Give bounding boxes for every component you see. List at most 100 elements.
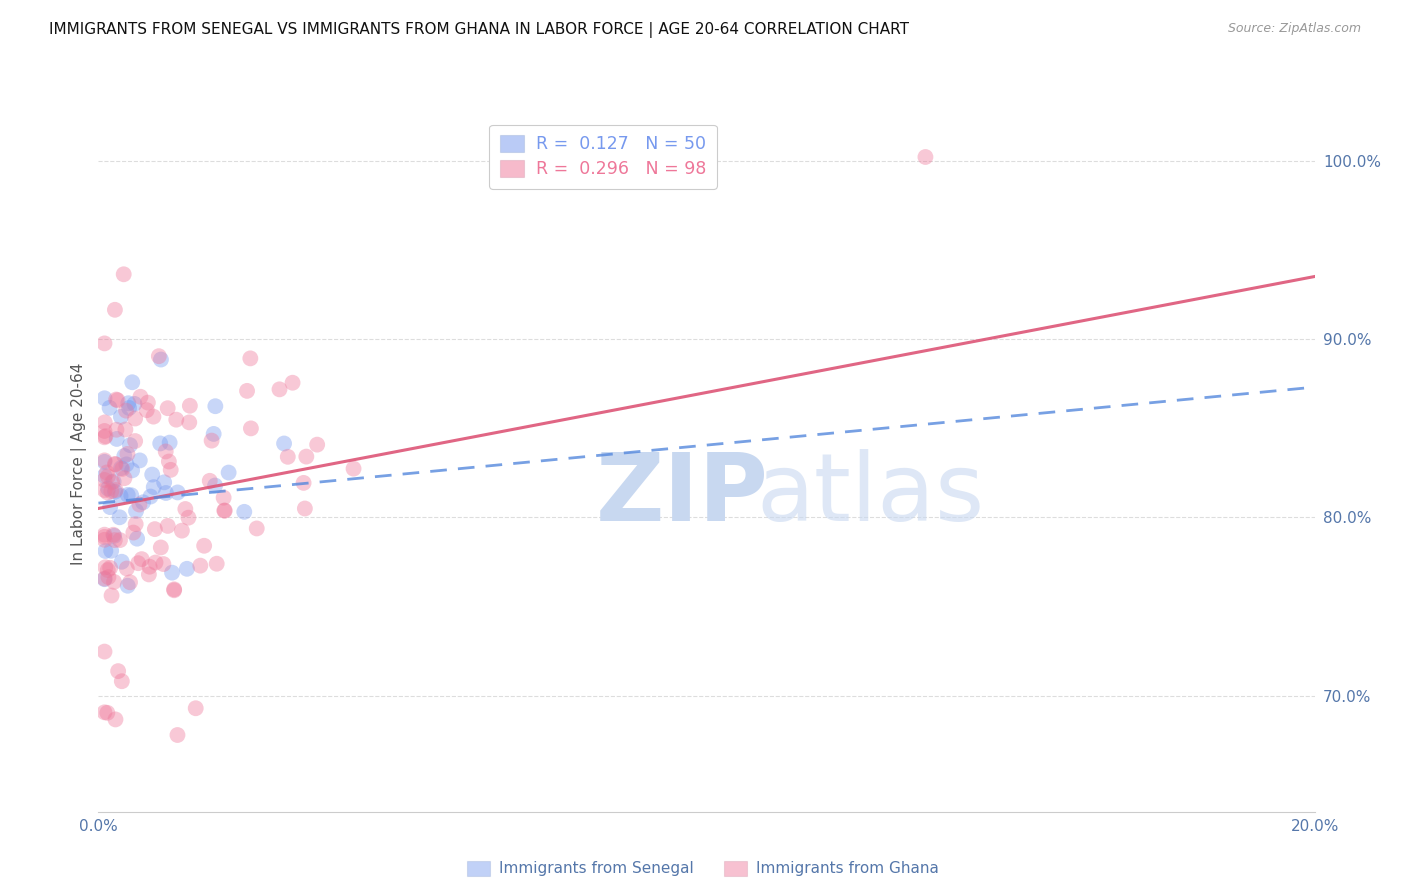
Point — [142, 409, 165, 424]
Point — [188, 558, 211, 573]
Point — [103, 475, 125, 489]
Point — [93, 424, 115, 438]
Point — [97, 469, 120, 483]
Point — [94, 560, 117, 574]
Point — [118, 575, 141, 590]
Point — [163, 582, 186, 597]
Point — [135, 403, 157, 417]
Point — [104, 484, 127, 499]
Point — [111, 555, 134, 569]
Point — [281, 376, 304, 390]
Point — [138, 567, 160, 582]
Point — [202, 426, 225, 441]
Point — [93, 392, 115, 406]
Point — [104, 458, 127, 472]
Point — [93, 469, 115, 483]
Point — [233, 505, 256, 519]
Point — [165, 412, 187, 426]
Point — [128, 453, 150, 467]
Point — [93, 336, 115, 351]
Point — [101, 475, 124, 490]
Point — [110, 489, 132, 503]
Point — [117, 396, 139, 410]
Point — [100, 543, 122, 558]
Point — [131, 552, 153, 566]
Point — [93, 453, 115, 467]
Point — [104, 457, 127, 471]
Point — [93, 455, 115, 469]
Point — [246, 521, 269, 535]
Y-axis label: In Labor Force | Age 20-64: In Labor Force | Age 20-64 — [72, 363, 87, 565]
Point — [104, 713, 127, 727]
Point — [307, 437, 329, 451]
Point — [124, 434, 146, 448]
Point — [118, 401, 141, 415]
Point — [124, 517, 146, 532]
Point — [294, 501, 316, 516]
Point — [98, 401, 121, 415]
Point — [112, 449, 135, 463]
Point — [94, 429, 117, 443]
Point — [127, 556, 149, 570]
Point — [125, 504, 148, 518]
Point — [108, 510, 131, 524]
Point — [204, 399, 226, 413]
Point — [269, 382, 291, 396]
Point — [184, 701, 207, 715]
Point — [295, 450, 318, 464]
Point — [205, 557, 228, 571]
Point — [138, 559, 160, 574]
Point — [103, 528, 125, 542]
Point — [110, 409, 132, 424]
Point — [218, 466, 240, 480]
Point — [128, 498, 150, 512]
Point — [179, 399, 201, 413]
Point — [115, 458, 138, 472]
Point — [93, 527, 115, 541]
Text: atlas: atlas — [756, 450, 984, 541]
Point — [120, 488, 142, 502]
Point — [108, 533, 131, 547]
Point — [198, 474, 221, 488]
Point — [124, 411, 146, 425]
Point — [124, 397, 146, 411]
Point — [98, 500, 121, 515]
Point — [166, 485, 188, 500]
Point — [112, 267, 135, 281]
Point — [149, 541, 172, 555]
Point — [104, 483, 127, 497]
Point — [96, 466, 118, 480]
Point — [129, 390, 152, 404]
Point — [118, 438, 141, 452]
Text: ZIP: ZIP — [596, 450, 769, 541]
Point — [176, 562, 198, 576]
Point — [156, 401, 179, 416]
Point — [103, 529, 125, 543]
Point — [153, 475, 176, 490]
Point — [97, 570, 120, 584]
Text: IMMIGRANTS FROM SENEGAL VS IMMIGRANTS FROM GHANA IN LABOR FORCE | AGE 20-64 CORR: IMMIGRANTS FROM SENEGAL VS IMMIGRANTS FR… — [49, 22, 910, 38]
Point — [177, 510, 200, 524]
Point — [163, 583, 186, 598]
Point — [96, 485, 118, 500]
Point — [342, 461, 364, 475]
Point — [97, 563, 120, 577]
Point — [239, 351, 262, 366]
Point — [93, 483, 115, 497]
Point — [117, 447, 139, 461]
Point — [132, 495, 155, 509]
Point — [155, 486, 177, 500]
Point — [93, 572, 115, 586]
Point — [93, 572, 115, 586]
Point — [156, 519, 179, 533]
Point — [212, 491, 235, 505]
Point — [93, 644, 115, 658]
Point — [143, 522, 166, 536]
Point — [142, 480, 165, 494]
Point — [149, 436, 172, 450]
Point — [93, 416, 115, 430]
Point — [273, 436, 295, 450]
Point — [117, 579, 139, 593]
Point — [170, 524, 193, 538]
Point — [111, 674, 134, 689]
